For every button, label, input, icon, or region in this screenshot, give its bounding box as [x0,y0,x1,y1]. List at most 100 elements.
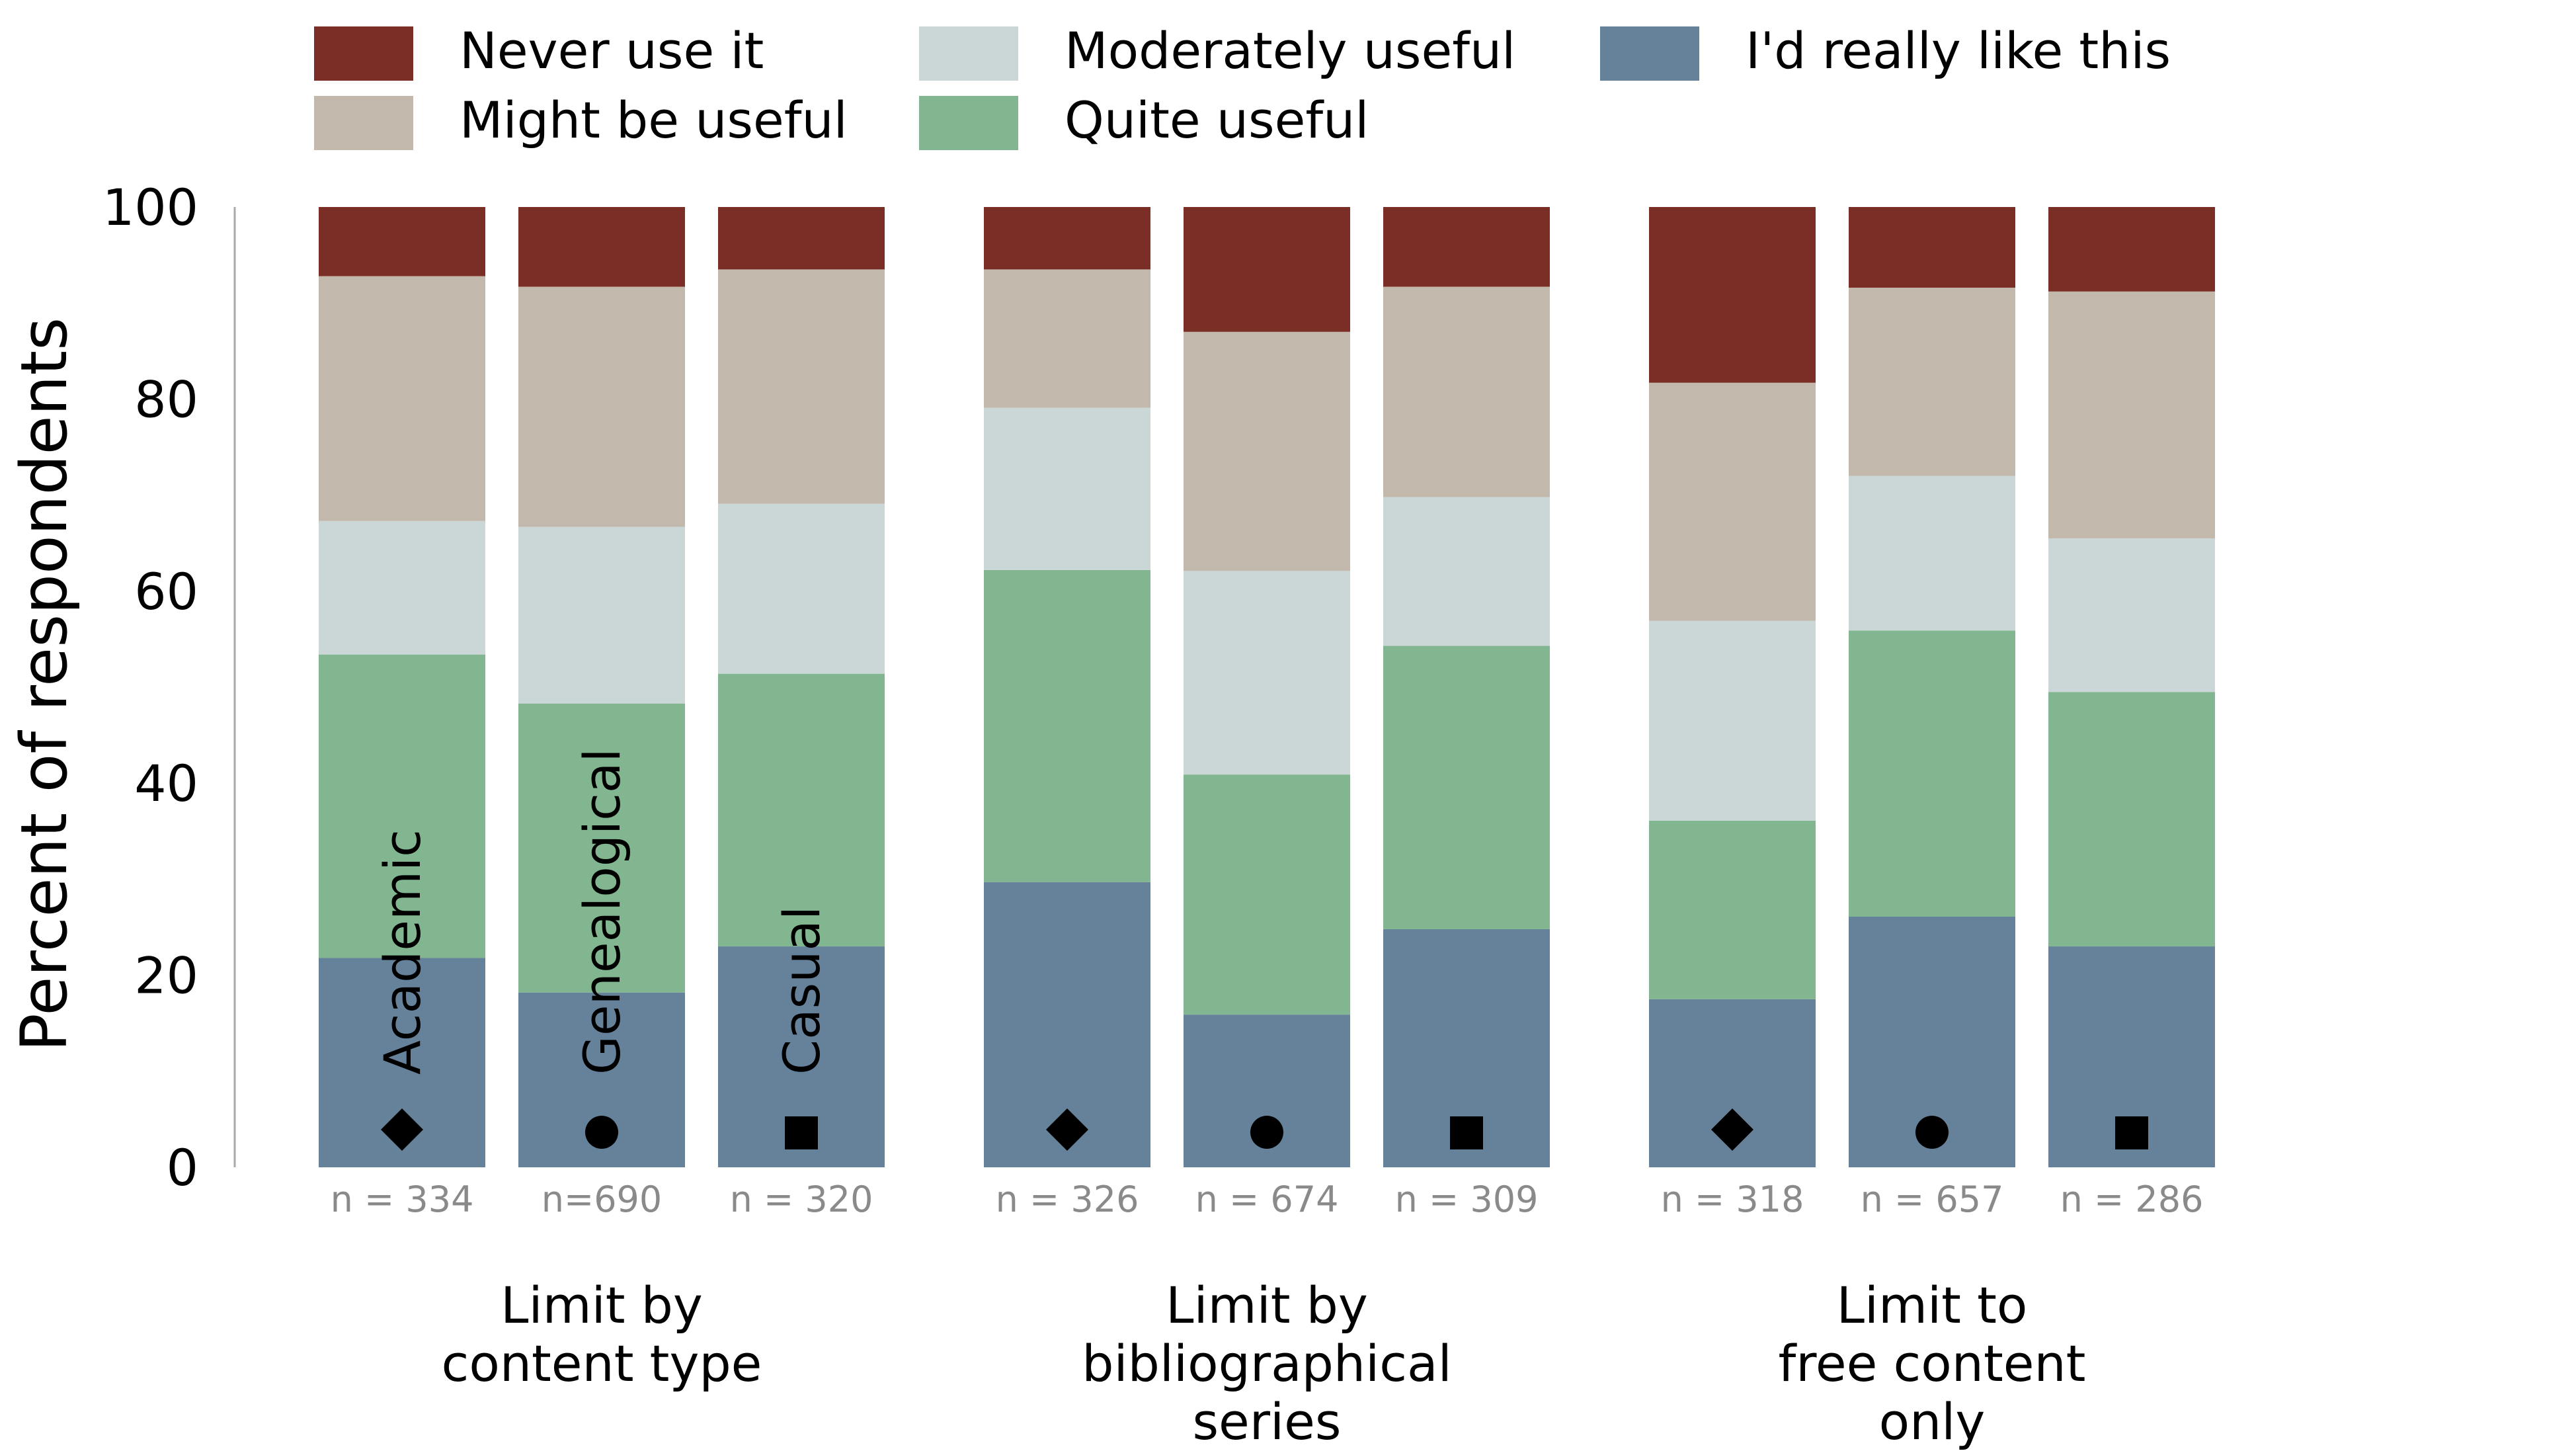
legend-swatch-quite-useful [919,96,1018,150]
bar-1-3: Casual n = 320 [718,207,885,1220]
bar-segment-quite-useful [984,569,1150,882]
bar-segment-moderately-useful [319,520,485,655]
n-label: n = 320 [730,1179,873,1220]
n-label: n = 674 [1195,1179,1339,1220]
bar-segment-never-use-it [718,207,885,270]
group-label-3-line-2: free content [1779,1334,2086,1393]
y-tick-label-60: 60 [134,562,198,621]
bar-segment-moderately-useful [718,503,885,674]
bar-group-3: n = 318 n = 657 n = 286 [1649,207,2215,1220]
bar-segment-might-be-useful [1849,287,2015,476]
y-tick-label-40: 40 [134,754,198,813]
n-label: n = 334 [331,1179,474,1220]
bar-2-2: n = 674 [1184,207,1350,1220]
legend-swatch-moderately-useful [919,26,1018,81]
y-tick-label-0: 0 [167,1138,198,1197]
bar-segment-never-use-it [1849,207,2015,288]
bar-segment-never-use-it [984,207,1150,270]
y-tick-label-80: 80 [134,370,198,429]
bar-segment-moderately-useful [1849,476,2015,631]
bar-segment-quite-useful [2048,692,2215,947]
legend: Never use it Might be useful Moderately us… [314,21,2171,150]
bar-segment-moderately-useful [1184,571,1350,775]
legend-label-might-be-useful: Might be useful [460,91,848,149]
group-label-1-line-1: Limit by [501,1276,703,1335]
circle-marker [1915,1116,1949,1149]
bar-segment-quite-useful [1184,774,1350,1015]
bar-segment-never-use-it [319,207,485,276]
legend-item-i-d-really-like-this: I'd really like this [1600,21,2171,81]
n-label: n = 309 [1395,1179,1539,1220]
legend-label-moderately-useful: Moderately useful [1065,21,1515,80]
bar-segment-quite-useful [1649,820,1816,999]
legend-item-moderately-useful: Moderately useful [919,21,1515,81]
bar-group-1: Academic n = 334 Genealogical n=690 Casual n … [319,207,885,1220]
bar-segment-moderately-useful [2048,538,2215,692]
legend-item-never-use-it: Never use it [314,21,764,81]
bar-3-1: n = 318 [1649,207,1816,1220]
bar-1-1: Academic n = 334 [319,207,485,1220]
group-label-2-line-1: Limit by [1166,1276,1368,1335]
diamond-marker [381,1108,423,1151]
legend-label-i-d-really-like-this: I'd really like this [1746,21,2171,80]
y-axis-label: Percent of respondents [7,317,81,1052]
bar-segment-might-be-useful [1184,331,1350,571]
legend-swatch-i-d-really-like-this [1600,26,1699,81]
bar-segment-quite-useful [718,673,885,947]
bar-segment-might-be-useful [319,276,485,521]
bar-segment-quite-useful [1383,645,1550,929]
bar-segment-might-be-useful [984,269,1150,408]
n-label: n = 286 [2060,1179,2204,1220]
bar-group-2: n = 326 n = 674 n = 309 [984,207,1550,1220]
legend-label-quite-useful: Quite useful [1065,91,1369,149]
square-marker [1450,1116,1483,1149]
y-tick-label-100: 100 [102,178,198,237]
group-label-2-line-2: bibliographical [1082,1334,1451,1393]
legend-item-quite-useful: Quite useful [919,91,1369,150]
bar-2-3: n = 309 [1383,207,1550,1220]
group-label-3-line-3: only [1879,1392,1986,1451]
user-type-label-casual: Casual [772,906,831,1075]
bar-segment-never-use-it [1649,207,1816,383]
circle-marker [1250,1116,1283,1149]
bar-segment-moderately-useful [1383,497,1550,646]
bar-segment-never-use-it [1383,207,1550,287]
square-marker [2115,1116,2148,1149]
bar-segment-quite-useful [319,654,485,958]
bar-segment-might-be-useful [2048,291,2215,538]
n-label: n=690 [542,1179,663,1220]
user-type-label-academic: Academic [373,829,432,1075]
diamond-marker [1046,1108,1088,1151]
legend-swatch-never-use-it [314,26,413,81]
bar-segment-moderately-useful [984,407,1150,570]
bar-segment-never-use-it [518,207,685,287]
group-label-1-line-2: content type [442,1334,762,1393]
bar-segment-moderately-useful [518,526,685,704]
n-label: n = 326 [996,1179,1139,1220]
n-label: n = 318 [1661,1179,1804,1220]
legend-label-never-use-it: Never use it [460,21,764,80]
y-tick-label-20: 20 [134,946,198,1005]
bar-segment-moderately-useful [1649,620,1816,821]
bar-segment-quite-useful [518,703,685,993]
bar-segment-quite-useful [1849,630,2015,917]
bar-3-2: n = 657 [1849,207,2015,1220]
bars: Academic n = 334 Genealogical n=690 Casual n … [319,207,2215,1220]
group-label-2-line-3: series [1192,1392,1341,1451]
y-axis: 0 20 40 60 80 100 Percent of respondents [7,178,236,1197]
bar-segment-might-be-useful [1649,382,1816,621]
legend-item-might-be-useful: Might be useful [314,91,848,150]
bar-segment-never-use-it [1184,207,1350,332]
n-label: n = 657 [1861,1179,2004,1220]
bar-3-3: n = 286 [2048,207,2215,1220]
bar-segment-might-be-useful [1383,286,1550,497]
circle-marker [585,1116,618,1149]
user-type-label-genealogical: Genealogical [573,748,631,1075]
bar-segment-might-be-useful [718,269,885,504]
bar-2-1: n = 326 [984,207,1150,1220]
bar-segment-never-use-it [2048,207,2215,292]
legend-swatch-might-be-useful [314,96,413,150]
square-marker [785,1116,818,1149]
